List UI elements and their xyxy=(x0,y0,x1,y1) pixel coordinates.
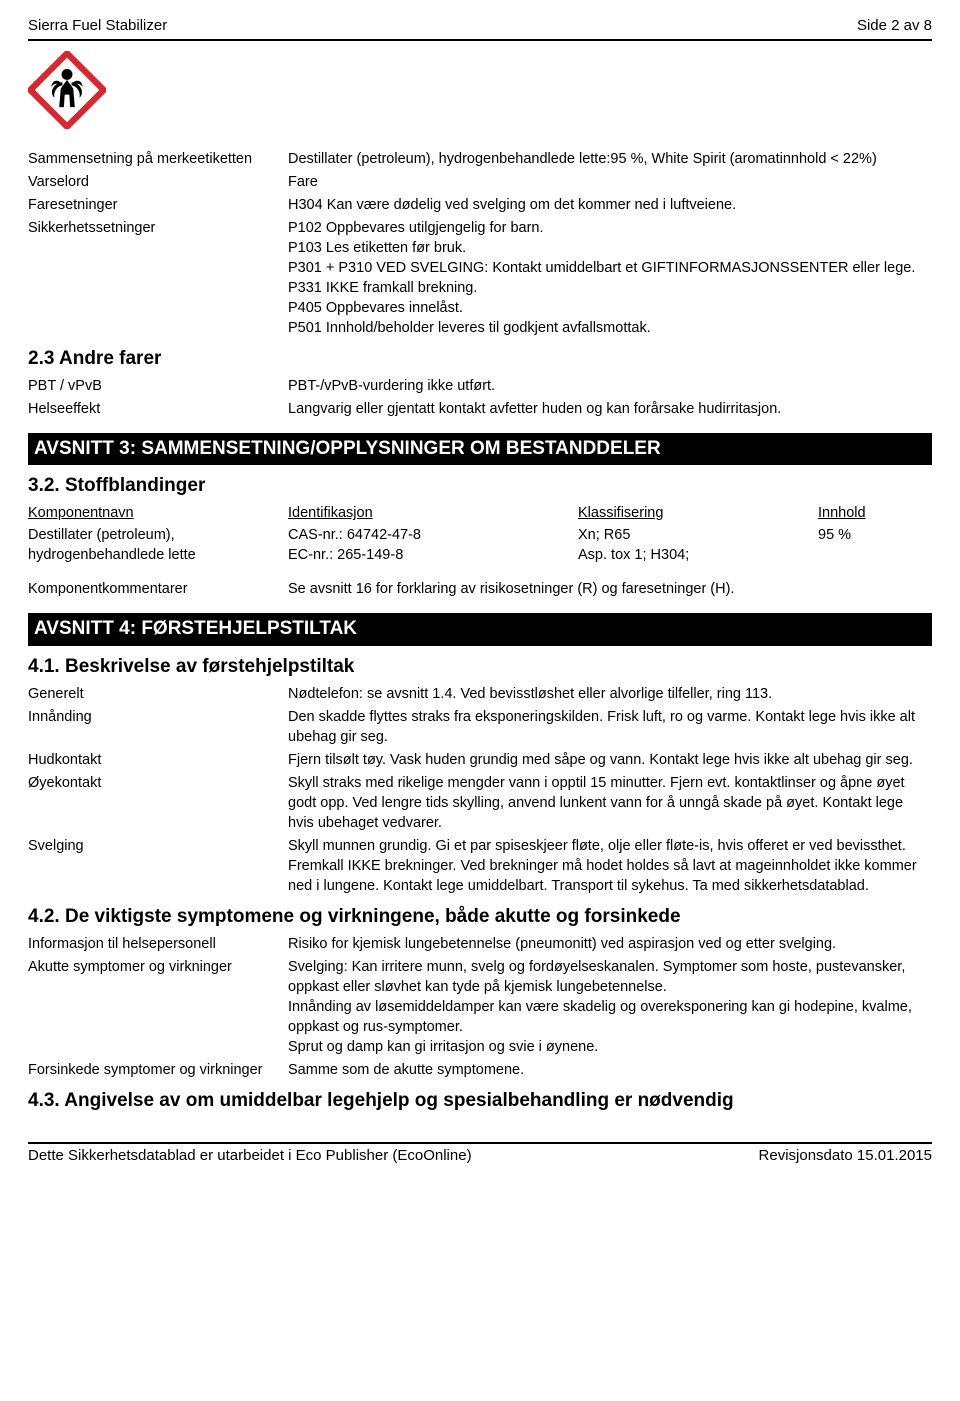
firstaid-row-4-value: Skyll munnen grundig. Gi et par spiseskj… xyxy=(288,836,932,896)
comp-innhold: 95 % xyxy=(818,525,932,565)
symptom-row-1-label: Akutte symptomer og virkninger xyxy=(28,957,288,1057)
heading-avsnitt4: AVSNITT 4: FØRSTEHJELPSTILTAK xyxy=(28,613,932,645)
symptom-row-0-label: Informasjon til helsepersonell xyxy=(28,934,288,954)
heading-4-2: 4.2. De viktigste symptomene og virkning… xyxy=(28,904,932,930)
firstaid-row-0-label: Generelt xyxy=(28,684,288,704)
heading-4-3: 4.3. Angivelse av om umiddelbar legehjel… xyxy=(28,1088,932,1114)
heading-4-1: 4.1. Beskrivelse av førstehjelpstiltak xyxy=(28,654,932,680)
symptom-row-0: Informasjon til helsepersonellRisiko for… xyxy=(28,934,932,954)
label-row-3: SikkerhetssetningerP102 Oppbevares utilg… xyxy=(28,218,932,338)
value-komponentkommentarer: Se avsnitt 16 for forklaring av risikose… xyxy=(288,579,932,599)
firstaid-row-1-label: Innånding xyxy=(28,707,288,747)
ghs-health-hazard-icon xyxy=(28,51,932,135)
label-row-2: FaresetningerH304 Kan være dødelig ved s… xyxy=(28,195,932,215)
symptom-row-1: Akutte symptomer og virkningerSvelging: … xyxy=(28,957,932,1057)
comp-klass: Xn; R65 Asp. tox 1; H304; xyxy=(578,525,818,565)
page-indicator: Side 2 av 8 xyxy=(857,16,932,37)
col-klassifisering: Klassifisering xyxy=(578,503,818,523)
symptom-row-2: Forsinkede symptomer og virkningerSamme … xyxy=(28,1060,932,1080)
firstaid-row-2: HudkontaktFjern tilsølt tøy. Vask huden … xyxy=(28,750,932,770)
label-row-3-label: Sikkerhetssetninger xyxy=(28,218,288,338)
firstaid-row-0: GenereltNødtelefon: se avsnitt 1.4. Ved … xyxy=(28,684,932,704)
footer-left: Dette Sikkerhetsdatablad er utarbeidet i… xyxy=(28,1146,472,1167)
doc-title: Sierra Fuel Stabilizer xyxy=(28,16,167,37)
heading-avsnitt3: AVSNITT 3: SAMMENSETNING/OPPLYSNINGER OM… xyxy=(28,433,932,465)
andre-farer-row-1: HelseeffektLangvarig eller gjentatt kont… xyxy=(28,399,932,419)
label-row-2-value: H304 Kan være dødelig ved svelging om de… xyxy=(288,195,932,215)
firstaid-row-3: ØyekontaktSkyll straks med rikelige meng… xyxy=(28,773,932,833)
firstaid-row-3-value: Skyll straks med rikelige mengder vann i… xyxy=(288,773,932,833)
col-komponentnavn: Komponentnavn xyxy=(28,503,288,523)
label-row-0: Sammensetning på merkeetikettenDestillat… xyxy=(28,149,932,169)
andre-farer-row-1-label: Helseeffekt xyxy=(28,399,288,419)
label-row-1-value: Fare xyxy=(288,172,932,192)
page-footer: Dette Sikkerhetsdatablad er utarbeidet i… xyxy=(28,1142,932,1167)
footer-right: Revisjonsdato 15.01.2015 xyxy=(759,1146,932,1167)
symptom-row-0-value: Risiko for kjemisk lungebetennelse (pneu… xyxy=(288,934,932,954)
symptom-row-2-value: Samme som de akutte symptomene. xyxy=(288,1060,932,1080)
label-row-1: VarselordFare xyxy=(28,172,932,192)
firstaid-row-2-value: Fjern tilsølt tøy. Vask huden grundig me… xyxy=(288,750,932,770)
component-row: Destillater (petroleum), hydrogenbehandl… xyxy=(28,525,932,565)
page-header: Sierra Fuel Stabilizer Side 2 av 8 xyxy=(28,16,932,41)
comp-ident: CAS-nr.: 64742-47-8 EC-nr.: 265-149-8 xyxy=(288,525,578,565)
col-identifikasjon: Identifikasjon xyxy=(288,503,578,523)
symptom-row-1-value: Svelging: Kan irritere munn, svelg og fo… xyxy=(288,957,932,1057)
andre-farer-row-0: PBT / vPvBPBT-/vPvB-vurdering ikke utfør… xyxy=(28,376,932,396)
firstaid-row-0-value: Nødtelefon: se avsnitt 1.4. Ved bevisstl… xyxy=(288,684,932,704)
label-row-1-label: Varselord xyxy=(28,172,288,192)
heading-andre-farer: 2.3 Andre farer xyxy=(28,346,932,372)
component-table-header: Komponentnavn Identifikasjon Klassifiser… xyxy=(28,503,932,523)
label-komponentkommentarer: Komponentkommentarer xyxy=(28,579,288,599)
firstaid-row-1: InnåndingDen skadde flyttes straks fra e… xyxy=(28,707,932,747)
symptom-row-2-label: Forsinkede symptomer og virkninger xyxy=(28,1060,288,1080)
firstaid-row-3-label: Øyekontakt xyxy=(28,773,288,833)
andre-farer-row-1-value: Langvarig eller gjentatt kontakt avfette… xyxy=(288,399,932,419)
firstaid-row-2-label: Hudkontakt xyxy=(28,750,288,770)
label-row-3-value: P102 Oppbevares utilgjengelig for barn. … xyxy=(288,218,932,338)
label-row-0-value: Destillater (petroleum), hydrogenbehandl… xyxy=(288,149,932,169)
andre-farer-row-0-label: PBT / vPvB xyxy=(28,376,288,396)
andre-farer-row-0-value: PBT-/vPvB-vurdering ikke utført. xyxy=(288,376,932,396)
comp-name: Destillater (petroleum), hydrogenbehandl… xyxy=(28,525,288,565)
heading-3-2: 3.2. Stoffblandinger xyxy=(28,473,932,499)
label-row-2-label: Faresetninger xyxy=(28,195,288,215)
col-innhold: Innhold xyxy=(818,503,932,523)
firstaid-row-4-label: Svelging xyxy=(28,836,288,896)
label-row-0-label: Sammensetning på merkeetiketten xyxy=(28,149,288,169)
firstaid-row-1-value: Den skadde flyttes straks fra eksponerin… xyxy=(288,707,932,747)
firstaid-row-4: SvelgingSkyll munnen grundig. Gi et par … xyxy=(28,836,932,896)
